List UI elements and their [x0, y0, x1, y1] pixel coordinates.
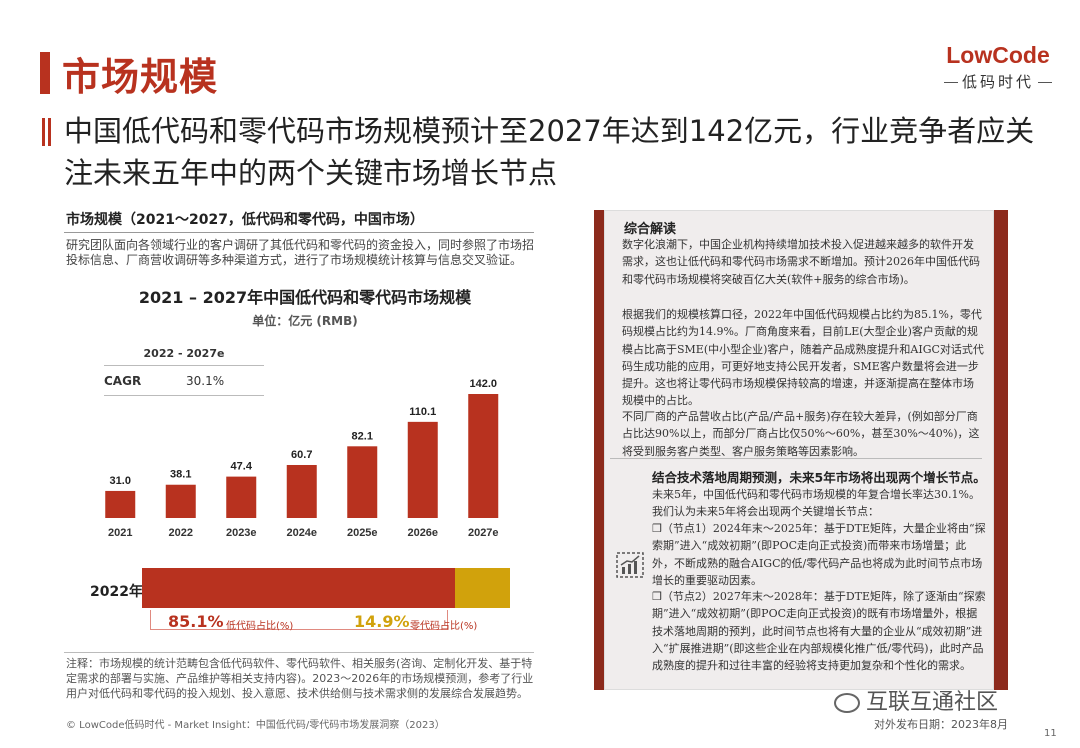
- divider: [610, 458, 982, 459]
- bar-2024e: [286, 464, 317, 518]
- divider: [104, 395, 264, 396]
- data-label-2021: 31.0: [110, 475, 131, 487]
- panel-border-left: [594, 210, 604, 690]
- share-bracket: [150, 610, 448, 630]
- bar-chart: 31.0 2021 38.1 2022 47.4 2023e 60.7 2024e 82.1 20…: [105, 378, 499, 539]
- lowcode-logo: LowCode 低码时代: [940, 42, 1056, 92]
- chart-title: 2021 – 2027年中国低代码和零代码市场规模: [138, 288, 472, 307]
- chart-unit: 单位：亿元 (RMB): [252, 314, 358, 328]
- growth-chart-icon: [616, 552, 644, 578]
- x-tick-2025e: 2025e: [347, 527, 378, 539]
- x-tick-2021: 2021: [108, 527, 132, 539]
- data-label-2027e: 142.0: [469, 378, 497, 390]
- cagr-value: 30.1%: [186, 374, 225, 388]
- growth-node-2: ❒（节点2）2027年末～2028年：基于DTE矩阵，除了逐渐由“探索期”进入“…: [652, 590, 986, 673]
- cagr-period: 2022 - 2027e: [143, 347, 225, 360]
- data-label-2026e: 110.1: [409, 406, 436, 418]
- divider: [104, 365, 264, 366]
- bar-2022: [165, 484, 196, 518]
- data-label-2022: 38.1: [170, 469, 191, 481]
- growth-node-1: ❒（节点1）2024年末～2025年：基于DTE矩阵，大量企业将由“探索期”进入…: [652, 522, 986, 587]
- bar-2026e: [407, 421, 438, 518]
- x-tick-2024e: 2024e: [286, 527, 317, 539]
- x-tick-2023e: 2023e: [226, 527, 257, 539]
- interpretation-paragraph: 不同厂商的产品营收占比(产品/产品+服务)存在较大差异，(例如部分厂商占比达90…: [622, 410, 980, 458]
- share-low-code-segment: [142, 568, 456, 608]
- watermark: 互联互通社区: [834, 684, 998, 716]
- divider: [64, 232, 534, 233]
- page-title: 市场规模: [62, 55, 219, 99]
- bar-2027e: [468, 394, 499, 518]
- data-label-2025e: 82.1: [352, 430, 373, 442]
- panel-border-right: [994, 210, 1008, 690]
- growth-nodes-intro: 未来5年，中国低代码和零代码市场规模的年复合增长率达30.1%。我们认为未来5年…: [652, 488, 980, 519]
- logo-chinese: 低码时代: [940, 71, 1056, 92]
- watermark-text: 互联互通社区: [866, 690, 999, 715]
- data-label-2023e: 47.4: [231, 461, 253, 473]
- x-tick-2026e: 2026e: [407, 527, 438, 539]
- left-panel-title: 市场规模（2021～2027，低代码和零代码，中国市场）: [66, 212, 424, 228]
- interpretation-panel: [604, 210, 994, 690]
- footnote: 注释：市场规模的统计范畴包含低代码软件、零代码软件、相关服务(咨询、定制化开发、…: [66, 657, 534, 700]
- wechat-icon: [834, 693, 860, 713]
- page-subtitle: 中国低代码和零代码市场规模预计至2027年达到142亿元，行业竞争者应关注未来五…: [64, 114, 1035, 190]
- data-label-2024e: 60.7: [291, 449, 312, 461]
- cagr-label: CAGR: [104, 374, 142, 388]
- left-panel-description: 研究团队面向各领域行业的客户调研了其低代码和零代码的资金投入，同时参照了市场招投…: [66, 238, 535, 267]
- interpretation-title: 综合解读: [624, 222, 677, 237]
- zero-code-share-value: 14.9%: [354, 612, 410, 631]
- bar-2021: [105, 490, 136, 518]
- zero-code-share-label: 零代码占比(%): [410, 621, 478, 632]
- page-number: 11: [1044, 728, 1057, 739]
- release-date: 对外发布日期：2023年8月: [874, 718, 1008, 731]
- share-year-label: 2022年: [90, 584, 143, 600]
- share-stacked-bar: [142, 568, 510, 608]
- x-tick-2022: 2022: [169, 527, 193, 539]
- low-code-share-value: 85.1%: [168, 612, 224, 631]
- growth-nodes-title: 结合技术落地周期预测，未来5年市场将出现两个增长节点。: [652, 470, 986, 485]
- share-zero-code-segment: [455, 568, 510, 608]
- interpretation-paragraph: 数字化浪潮下，中国企业机构持续增加技术投入促进越来越多的软件开发需求，这也让低代…: [622, 238, 980, 286]
- divider: [64, 652, 534, 653]
- interpretation-paragraph: 根据我们的规模核算口径，2022年中国低代码规模占比约为85.1%，零代码规模占…: [622, 308, 984, 408]
- subtitle-accent-bar: [48, 118, 51, 146]
- bar-2025e: [347, 446, 378, 518]
- x-tick-2027e: 2027e: [468, 527, 499, 539]
- low-code-share-label: 低代码占比(%): [226, 621, 294, 632]
- title-accent-bar: [40, 52, 50, 94]
- footer-source: © LowCode低码时代 - Market Insight：中国低代码/零代码…: [66, 720, 445, 731]
- bar-2023e: [226, 476, 257, 518]
- subtitle-accent-bar: [42, 118, 45, 146]
- logo-english: LowCode: [946, 42, 1050, 68]
